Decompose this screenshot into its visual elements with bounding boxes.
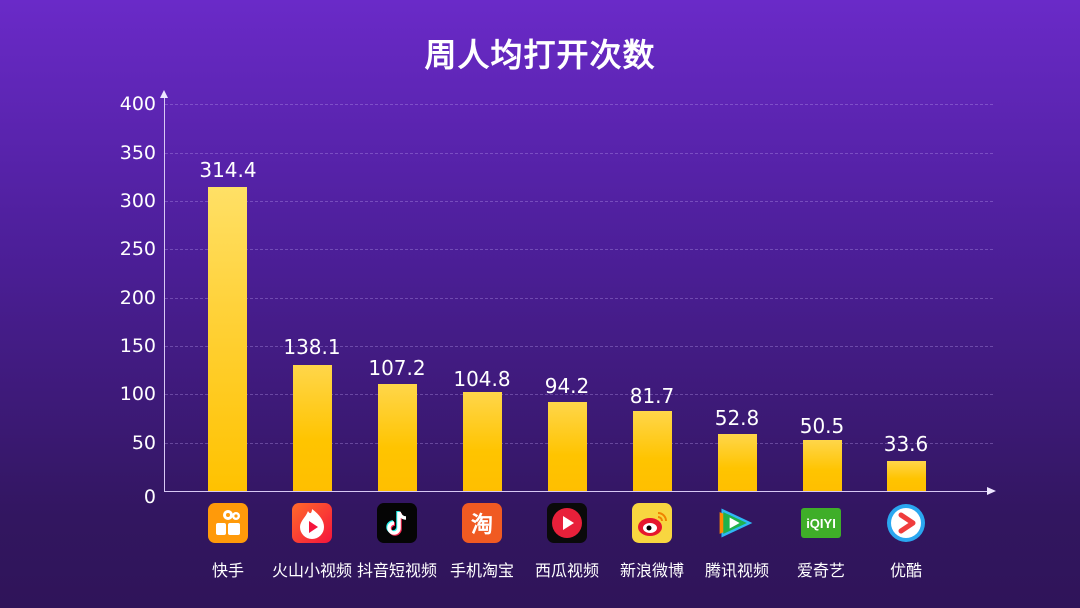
bar-value-label: 94.2 (544, 374, 590, 398)
xigua-icon (547, 503, 587, 543)
x-category-label: 爱奇艺 (796, 561, 845, 580)
x-category-label: 抖音短视频 (356, 561, 437, 580)
chart-title: 周人均打开次数 (424, 36, 656, 74)
bar-value-label: 81.7 (629, 384, 675, 408)
tencent-video-icon (716, 503, 756, 543)
douyin-icon (377, 503, 417, 543)
bar-iqiyi (803, 440, 842, 491)
bar-value-label: 33.6 (883, 432, 929, 456)
x-axis-arrow-icon (987, 487, 996, 495)
x-category-label: 火山小视频 (271, 561, 352, 580)
bar-value-label: 314.4 (199, 158, 257, 182)
bar-value-label: 107.2 (368, 356, 426, 380)
bar-weibo (633, 411, 672, 491)
bar-youku (887, 461, 926, 491)
x-axis-line (164, 491, 988, 492)
y-tick-label: 300 (119, 190, 156, 212)
gridline (165, 394, 993, 395)
huoshan-icon (292, 503, 332, 543)
gridline (165, 104, 993, 105)
taobao-icon: 淘 (462, 503, 502, 543)
gridline (165, 298, 993, 299)
bar-kuaishou (208, 187, 247, 491)
bar-value-label: 104.8 (453, 367, 511, 391)
bar-tencent-video (718, 434, 757, 491)
youku-icon (886, 503, 926, 543)
gridline (165, 249, 993, 250)
y-tick-label: 250 (119, 238, 156, 260)
y-tick-label: 100 (119, 383, 156, 405)
x-category-label: 快手 (211, 561, 244, 580)
kuaishou-icon (208, 503, 248, 543)
gridline (165, 346, 993, 347)
x-category-label: 新浪微博 (619, 561, 684, 580)
bar-value-label: 138.1 (283, 335, 341, 359)
bar-douyin (378, 384, 417, 491)
x-category-label: 腾讯视频 (704, 561, 769, 580)
y-axis-line (164, 96, 165, 492)
y-tick-label: 200 (119, 287, 156, 309)
y-axis-arrow-icon (160, 90, 168, 98)
bar-huoshan (293, 365, 332, 491)
weibo-icon (632, 503, 672, 543)
gridline (165, 201, 993, 202)
x-category-label: 手机淘宝 (449, 561, 514, 580)
y-tick-label: 50 (131, 432, 156, 454)
y-tick-label: 350 (119, 142, 156, 164)
y-tick-label: 0 (143, 486, 156, 508)
gridline (165, 153, 993, 154)
y-tick-label: 150 (119, 335, 156, 357)
iqiyi-icon: iQIYI (801, 503, 841, 543)
x-category-label: 西瓜视频 (534, 561, 599, 580)
bar-value-label: 52.8 (714, 406, 760, 430)
bar-xigua (548, 402, 587, 491)
bar-value-label: 50.5 (799, 414, 845, 438)
bar-taobao (463, 392, 502, 491)
y-tick-label: 400 (119, 93, 156, 115)
x-category-label: 优酷 (889, 561, 922, 580)
